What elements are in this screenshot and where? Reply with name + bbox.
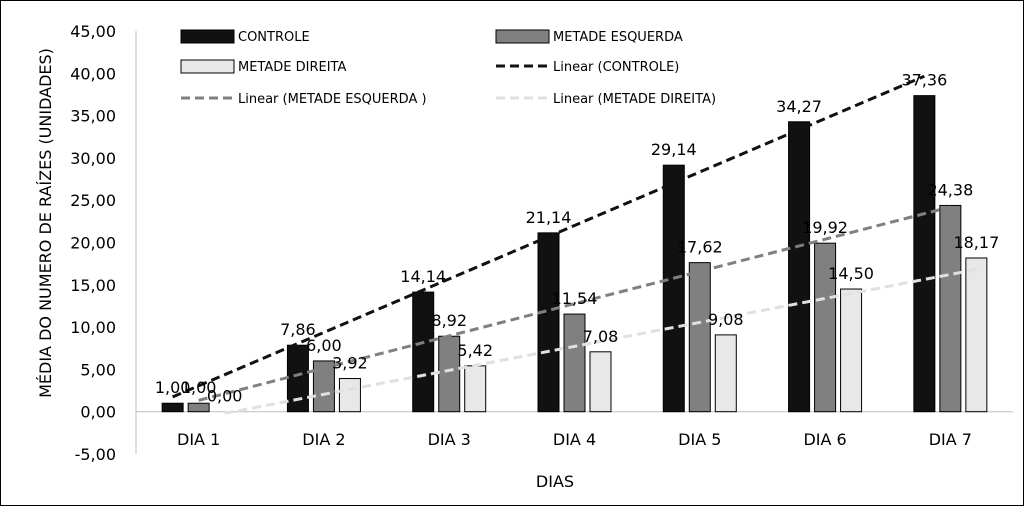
bar-series-1 xyxy=(662,164,685,413)
data-label: 8,92 xyxy=(431,311,467,330)
y-tick-label: 15,00 xyxy=(70,276,116,295)
data-label: 37,36 xyxy=(901,71,947,90)
data-label: 6,00 xyxy=(306,336,342,355)
data-label: 24,38 xyxy=(927,180,973,199)
x-tick-label: DIA 4 xyxy=(553,430,596,449)
bar-series-2 xyxy=(814,242,837,413)
x-axis-title: DIAS xyxy=(536,472,574,491)
bar-series-2 xyxy=(939,204,962,413)
data-label: 1,00 xyxy=(155,378,191,397)
x-tick-label: DIA 3 xyxy=(428,430,471,449)
legend-label: METADE DIREITA xyxy=(238,60,346,75)
legend-swatch xyxy=(180,59,235,74)
y-tick-label: -5,00 xyxy=(75,445,116,464)
bar-series-2 xyxy=(688,262,711,413)
bar-series-1 xyxy=(161,402,184,413)
data-label: 1,00 xyxy=(181,378,217,397)
bars xyxy=(161,95,988,413)
data-label: 18,17 xyxy=(953,233,999,252)
x-tick-label: DIA 2 xyxy=(302,430,345,449)
x-tick-label: DIA 5 xyxy=(678,430,721,449)
bar-series-1 xyxy=(412,291,435,413)
legend-label: Linear (CONTROLE) xyxy=(553,60,679,75)
y-tick-label: 35,00 xyxy=(70,107,116,126)
data-label: 0,00 xyxy=(207,387,243,406)
y-axis-ticks: -5,00 0,00 5,00 10,00 15,00 20,00 25,00 30,00 35… xyxy=(70,22,116,464)
trendline-2 xyxy=(198,205,951,402)
trendline-1 xyxy=(172,74,925,399)
bar-series-3 xyxy=(965,257,988,413)
data-label: 3,92 xyxy=(332,354,368,373)
bar-series-1 xyxy=(913,95,936,413)
bar-series-1 xyxy=(537,232,560,413)
y-tick-label: 40,00 xyxy=(70,64,116,83)
bar-series-3 xyxy=(464,365,487,413)
bar-series-3 xyxy=(338,378,361,413)
bar-series-3 xyxy=(589,351,612,413)
y-tick-label: 20,00 xyxy=(70,234,116,253)
bar-series-2 xyxy=(312,360,335,413)
bar-series-2 xyxy=(563,313,586,413)
x-tick-label: DIA 6 xyxy=(803,430,846,449)
data-label: 14,50 xyxy=(828,264,874,283)
trendlines xyxy=(172,74,977,415)
data-label: 7,86 xyxy=(280,320,316,339)
data-label: 11,54 xyxy=(552,289,598,308)
legend: CONTROLE METADE ESQUERDA METADE DIREITA Lin… xyxy=(180,29,716,107)
y-tick-label: 0,00 xyxy=(80,403,116,422)
bar-series-1 xyxy=(286,344,309,413)
data-label: 5,42 xyxy=(457,341,493,360)
y-tick-label: 5,00 xyxy=(80,360,116,379)
data-label: 17,62 xyxy=(677,238,723,257)
y-tick-label: 45,00 xyxy=(70,22,116,41)
legend-swatch xyxy=(495,29,550,44)
data-label: 34,27 xyxy=(776,97,822,116)
y-tick-label: 25,00 xyxy=(70,191,116,210)
bar-series-3 xyxy=(840,288,863,413)
legend-label: Linear (METADE ESQUERDA ) xyxy=(238,92,427,107)
legend-swatch xyxy=(180,29,235,44)
data-label: 21,14 xyxy=(526,208,572,227)
data-label: 14,14 xyxy=(400,267,446,286)
x-tick-label: DIA 7 xyxy=(929,430,972,449)
y-axis-title: MÉDIA DO NUMERO DE RAÍZES (UNIDADES) xyxy=(36,48,55,398)
data-label: 9,08 xyxy=(708,310,744,329)
legend-label: Linear (METADE DIREITA) xyxy=(553,92,716,107)
legend-label: CONTROLE xyxy=(238,30,310,45)
y-tick-label: 10,00 xyxy=(70,318,116,337)
bar-series-3 xyxy=(714,334,737,413)
data-label: 7,08 xyxy=(583,327,619,346)
data-labels: 1,00 7,86 14,14 21,14 29,14 34,27 37,36 1,00 6,0… xyxy=(155,71,999,406)
data-label: 19,92 xyxy=(802,218,848,237)
trendline-3 xyxy=(224,268,977,415)
bar-series-1 xyxy=(788,121,811,413)
legend-label: METADE ESQUERDA xyxy=(553,30,683,45)
x-tick-label: DIA 1 xyxy=(177,430,220,449)
bar-series-2 xyxy=(187,402,210,413)
y-tick-label: 30,00 xyxy=(70,149,116,168)
x-axis-ticks: DIA 1 DIA 2 DIA 3 DIA 4 DIA 5 DIA 6 DIA 7 xyxy=(177,430,972,449)
data-label: 29,14 xyxy=(651,140,697,159)
